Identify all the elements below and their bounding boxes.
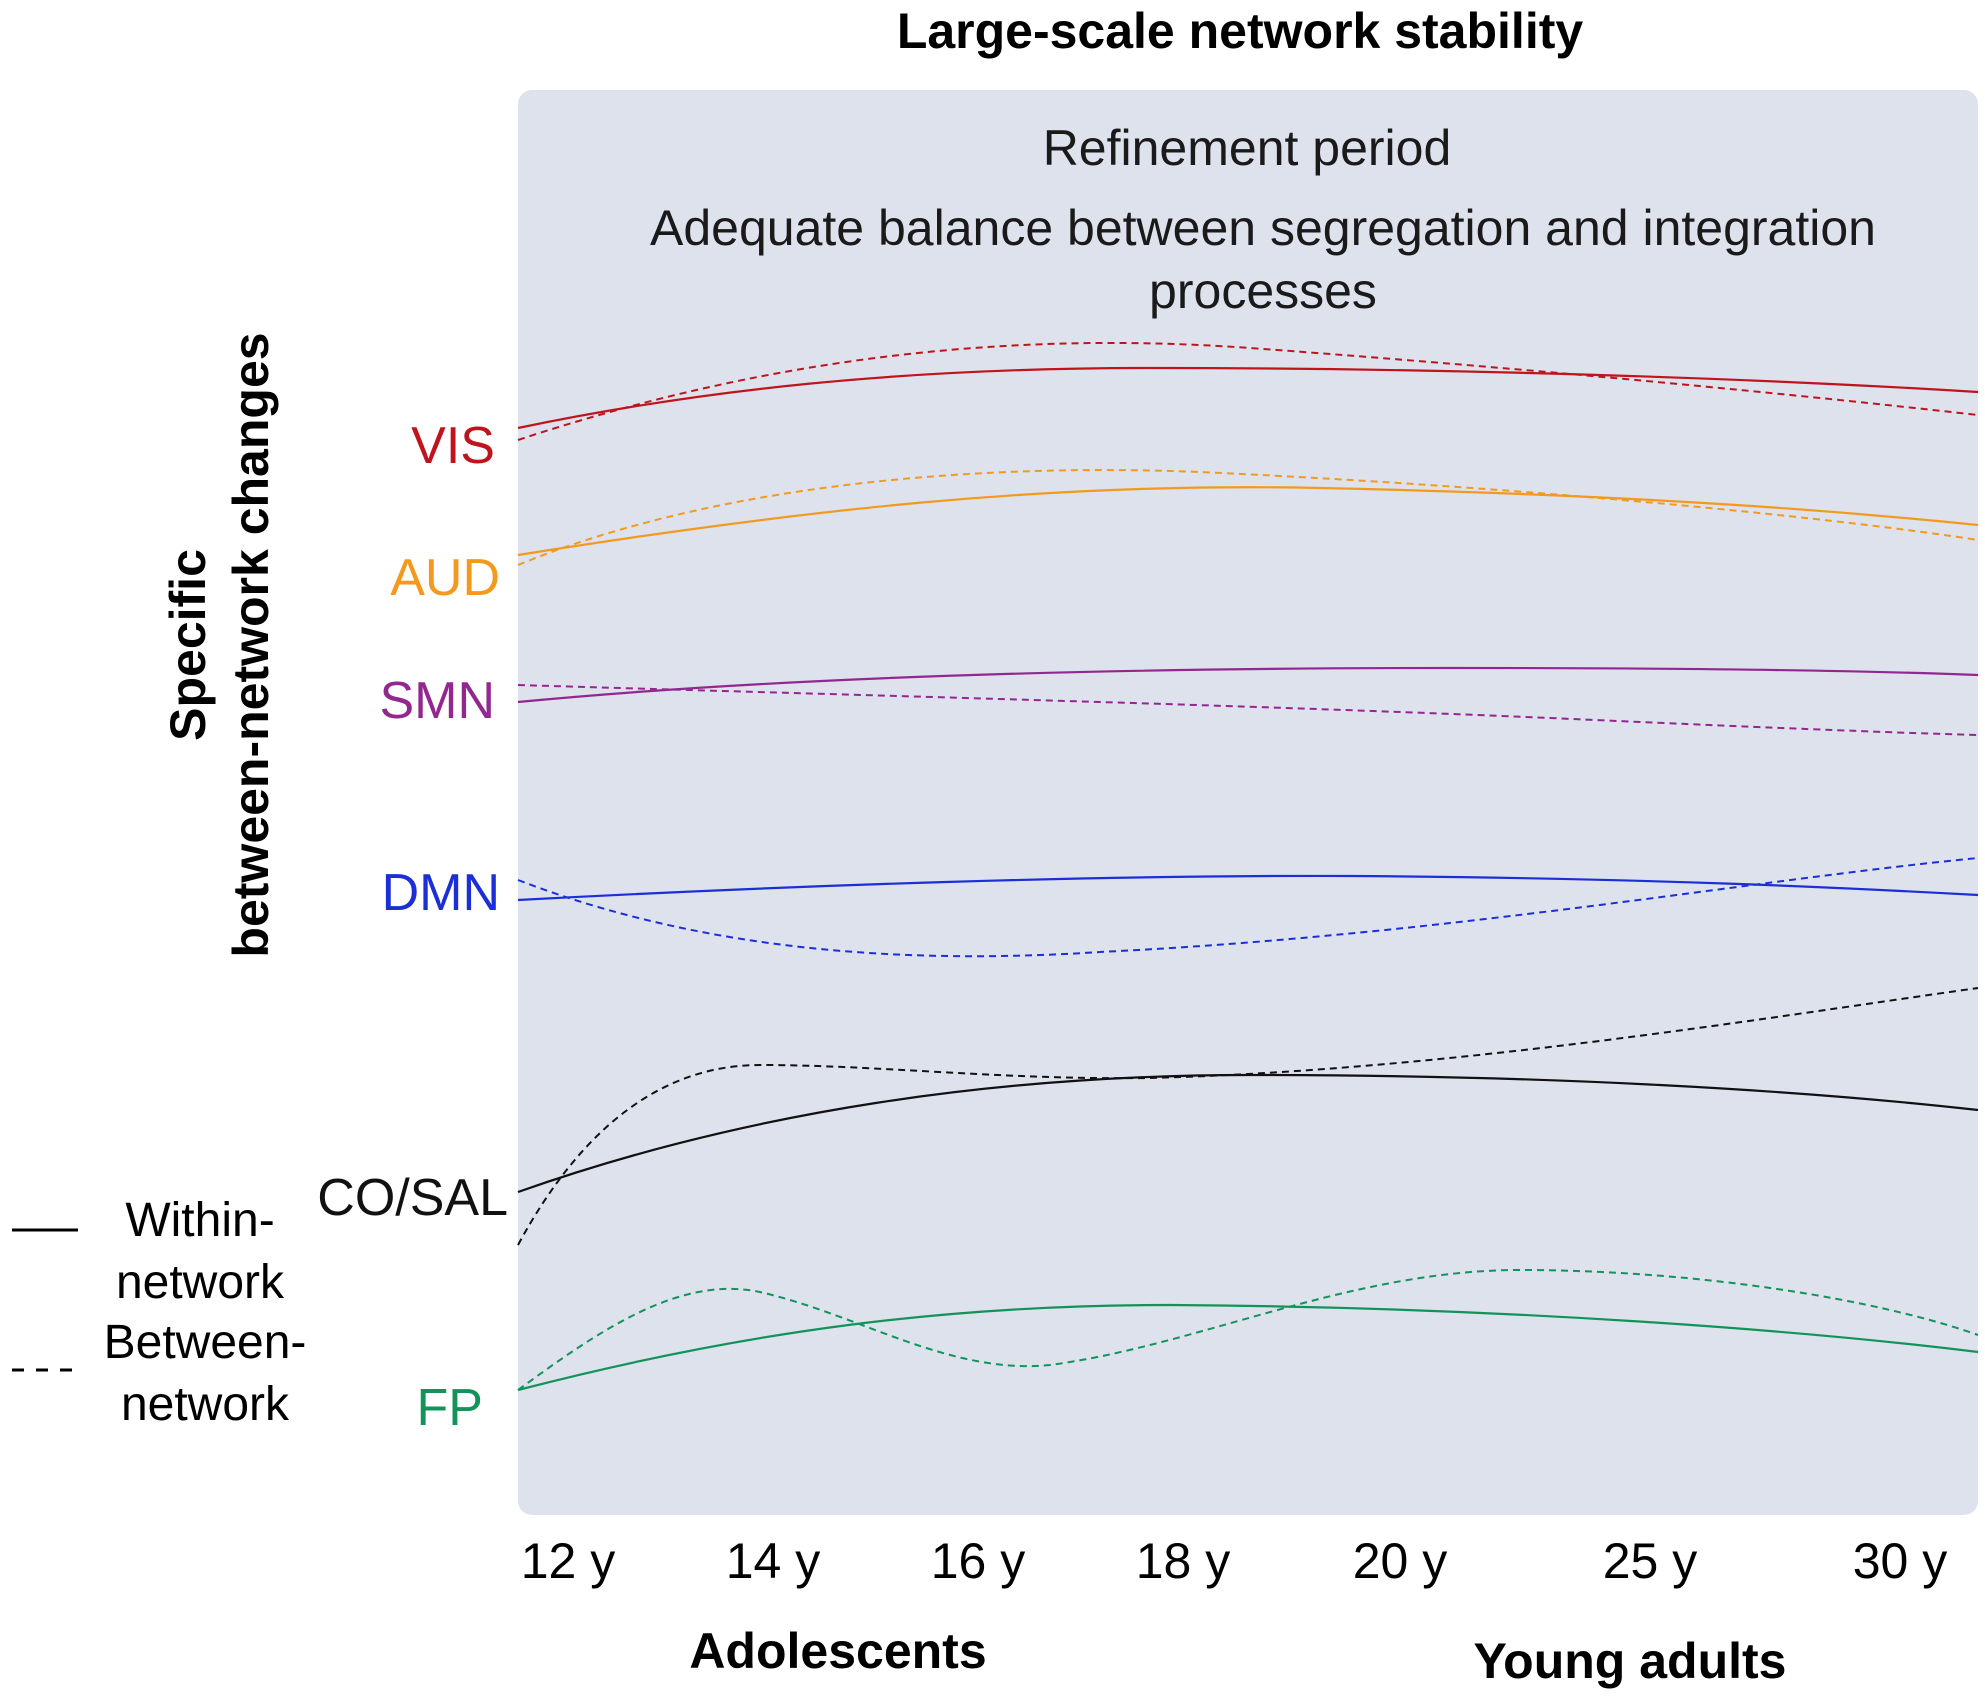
aud-within-curve	[517, 486, 1979, 557]
vis-within-curve	[517, 366, 1979, 430]
period-label-adolescents: Adolescents	[689, 1623, 986, 1679]
smn-within-curve	[517, 666, 1979, 704]
network-label-dmn: DMN	[382, 864, 500, 922]
fp-between-curve	[517, 1268, 1979, 1391]
legend-within-label-line1: Within-	[125, 1194, 274, 1247]
y-axis-label-line1: Specific	[160, 549, 216, 741]
panel-description-line2: processes	[1149, 263, 1377, 319]
x-tick: 12 y	[521, 1533, 616, 1589]
legend: Within- network Between- network	[12, 1194, 306, 1431]
network-label-aud: AUD	[390, 549, 500, 607]
network-label-fp: FP	[417, 1379, 483, 1437]
network-labels: VIS AUD SMN DMN CO/SAL FP	[317, 417, 508, 1437]
x-tick: 14 y	[726, 1533, 821, 1589]
fp-within-curve	[517, 1303, 1979, 1392]
panel-description-line1: Adequate balance between segregation and…	[650, 200, 1876, 256]
y-axis-label-line2: between-network changes	[223, 332, 279, 957]
network-label-smn: SMN	[379, 672, 495, 730]
x-tick: 18 y	[1136, 1533, 1231, 1589]
figure-title: Large-scale network stability	[897, 3, 1584, 59]
dmn-between-curve	[517, 857, 1979, 958]
smn-between-curve	[517, 684, 1979, 736]
x-tick: 30 y	[1853, 1533, 1948, 1589]
panel-heading: Refinement period	[1043, 120, 1452, 176]
aud-between-curve	[517, 469, 1979, 566]
x-tick: 25 y	[1603, 1533, 1698, 1589]
x-tick: 20 y	[1353, 1533, 1448, 1589]
legend-between-label-line2: network	[121, 1378, 290, 1431]
dmn-within-curve	[517, 874, 1979, 902]
network-label-vis: VIS	[411, 417, 495, 475]
period-label-young-adults: Young adults	[1474, 1633, 1787, 1689]
legend-between-label-line1: Between-	[104, 1316, 307, 1369]
x-axis-ticks: 12 y 14 y 16 y 18 y 20 y 25 y 30 y	[521, 1533, 1948, 1589]
curves	[517, 341, 1979, 1392]
network-label-cosal: CO/SAL	[317, 1169, 508, 1227]
cosal-between-curve	[517, 987, 1979, 1246]
y-axis-label: Specific between-network changes	[160, 332, 279, 957]
vis-between-curve	[517, 341, 1979, 441]
x-tick: 16 y	[931, 1533, 1026, 1589]
legend-within-label-line2: network	[116, 1256, 285, 1309]
cosal-within-curve	[517, 1073, 1979, 1194]
refinement-panel	[518, 90, 1978, 1515]
